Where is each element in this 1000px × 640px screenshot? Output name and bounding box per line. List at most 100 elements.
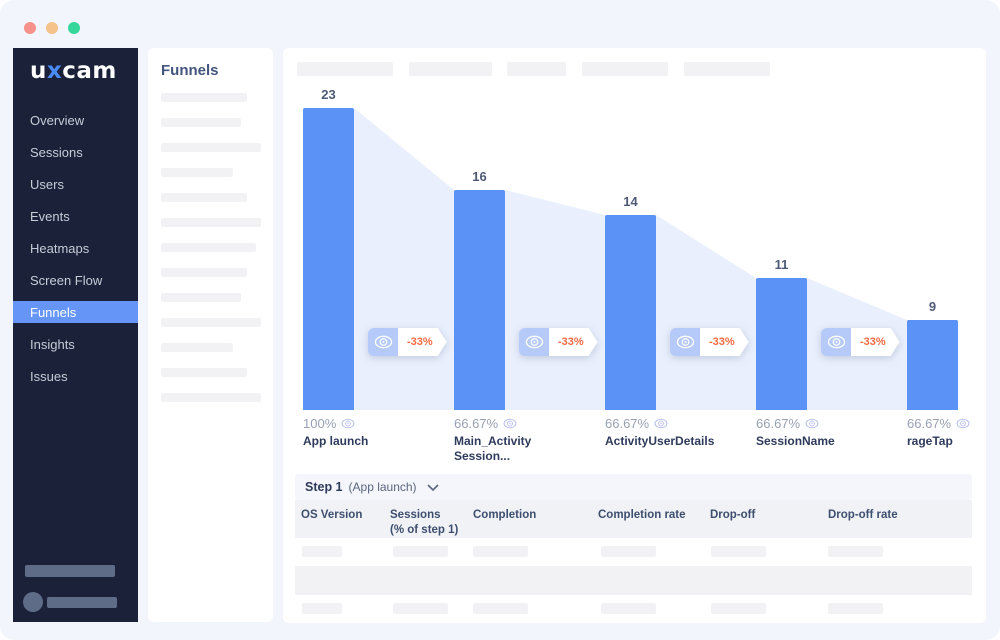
funnels-list-panel: Funnels (148, 48, 273, 622)
column-header: Completion (473, 508, 583, 523)
skeleton-line (161, 318, 261, 327)
eye-icon[interactable] (654, 418, 668, 429)
step-label: Step 1 (305, 480, 343, 494)
eye-icon[interactable] (821, 328, 851, 356)
funnel-bar-4[interactable] (756, 278, 807, 410)
dropoff-percent-tag: -33% (549, 328, 598, 356)
minimize-button[interactable] (46, 22, 58, 34)
sidebar-item-screen-flow[interactable]: Screen Flow (13, 264, 138, 296)
step-selector[interactable]: Step 1 (App launch) (295, 474, 972, 500)
sidebar-item-overview[interactable]: Overview (13, 104, 138, 136)
funnel-detail-card: 23 100% App launch 16 66.67% Main_Activity Se… (283, 48, 986, 623)
sidebar-item-label: Users (30, 176, 64, 192)
skeleton-line (582, 62, 668, 76)
eye-icon[interactable] (341, 418, 355, 429)
sidebar-item-events[interactable]: Events (13, 200, 138, 232)
step-percent: 66.67% (756, 416, 801, 431)
column-header-label: OS Version (301, 509, 363, 521)
column-header: Drop-off (710, 508, 756, 523)
dropoff-badge[interactable]: -33% (519, 328, 598, 356)
close-button[interactable] (24, 22, 36, 34)
dropoff-badge[interactable]: -33% (368, 328, 447, 356)
sidebar-item-heatmaps[interactable]: Heatmaps (13, 232, 138, 264)
bar-value-label: 11 (774, 257, 789, 272)
step-name: App launch (303, 434, 369, 448)
step-event-label: (App launch) (348, 480, 417, 494)
skeleton-line (161, 168, 233, 177)
sidebar-item-label: Insights (30, 336, 75, 352)
zoom-button[interactable] (68, 22, 80, 34)
sidebar-item-label: Heatmaps (30, 240, 90, 256)
column-header-label: Sessions (390, 509, 441, 521)
sidebar-item-insights[interactable]: Insights (13, 328, 138, 360)
funnel-bar-2[interactable] (454, 190, 505, 410)
sidebar-item-funnels[interactable]: Funnels (13, 296, 138, 328)
sidebar-skeleton-line (47, 597, 117, 608)
eye-icon[interactable] (519, 328, 549, 356)
eye-icon[interactable] (670, 328, 700, 356)
dropoff-badge[interactable]: -33% (821, 328, 900, 356)
toolbar-skeleton (283, 62, 986, 76)
chevron-down-icon[interactable] (426, 483, 439, 491)
skeleton-cell (711, 546, 766, 557)
skeleton-line (161, 268, 247, 277)
skeleton-line (161, 393, 261, 402)
uxcam-logo: uxcam (30, 58, 117, 84)
eye-icon[interactable] (805, 418, 819, 429)
table-row (295, 595, 972, 623)
funnel-bar-3[interactable] (605, 215, 656, 410)
table-header: OS Version Sessions (% of step 1) Completio… (295, 500, 972, 538)
column-header-label: Drop-off (710, 509, 756, 521)
skeleton-line (161, 218, 261, 227)
sidebar-skeleton-line (25, 565, 115, 577)
sidebar-item-sessions[interactable]: Sessions (13, 136, 138, 168)
skeleton-cell (828, 546, 883, 557)
step-axis-label: 66.67% rageTap (907, 416, 1000, 449)
skeleton-line (161, 368, 247, 377)
skeleton-cell (302, 546, 342, 557)
column-header: Completion rate (598, 508, 708, 523)
sidebar-item-users[interactable]: Users (13, 168, 138, 200)
column-header-label: Completion (473, 509, 537, 521)
sidebar-item-issues[interactable]: Issues (13, 360, 138, 392)
skeleton-line (161, 93, 247, 102)
skeleton-line (507, 62, 566, 76)
skeleton-cell (711, 603, 766, 614)
sidebar-avatar-skeleton (23, 592, 43, 612)
skeleton-cell (302, 603, 342, 614)
step-axis-label: 66.67% SessionName (756, 416, 854, 449)
skeleton-line (684, 62, 770, 76)
panel-title: Funnels (161, 62, 219, 79)
column-header-label: Completion rate (598, 509, 686, 521)
eye-icon[interactable] (368, 328, 398, 356)
skeleton-line (161, 118, 241, 127)
bar-value-label: 9 (928, 299, 937, 314)
sidebar-item-label: Issues (30, 368, 68, 384)
skeleton-line (161, 293, 241, 302)
column-header: Sessions (% of step 1) (390, 508, 472, 538)
dropoff-percent-tag: -33% (851, 328, 900, 356)
skeleton-cell (473, 546, 528, 557)
funnel-bar-1[interactable] (303, 108, 354, 410)
dropoff-percent-tag: -33% (398, 328, 447, 356)
skeleton-line (297, 62, 393, 76)
logo-x: x (46, 58, 63, 84)
eye-icon[interactable] (956, 418, 970, 429)
column-header: Drop-off rate (828, 508, 938, 523)
eye-icon[interactable] (503, 418, 517, 429)
skeleton-cell (473, 603, 528, 614)
column-header-subline: (% of step 1) (390, 523, 459, 536)
step-table: Step 1 (App launch) OS Version Sessions (%… (295, 474, 972, 623)
step-name: SessionName (756, 434, 835, 448)
step-percent: 100% (303, 416, 337, 431)
sidebar-item-label: Overview (30, 112, 85, 128)
funnel-bar-5[interactable] (907, 320, 958, 410)
dropoff-badge[interactable]: -33% (670, 328, 749, 356)
step-name: rageTap (907, 434, 953, 448)
funnel-area-shape (354, 108, 958, 410)
bar-value-label: 14 (623, 194, 638, 209)
bar-value-label: 23 (321, 87, 336, 102)
table-row (295, 538, 972, 566)
skeleton-line (161, 343, 233, 352)
